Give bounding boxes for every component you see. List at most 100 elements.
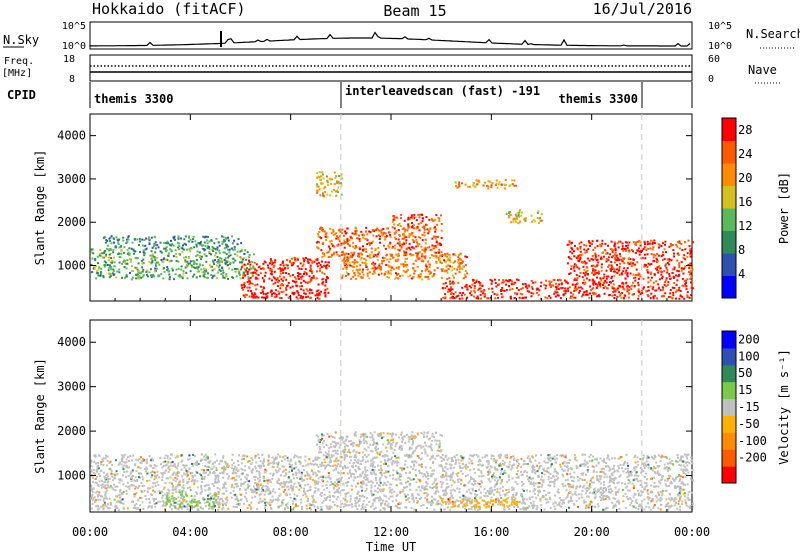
heatmap-cell [598,273,600,275]
heatmap-cell [578,287,580,289]
heatmap-cell [652,260,654,262]
heatmap-cell [652,288,654,290]
heatmap-cell [353,266,355,268]
heatmap-cell [347,264,349,266]
heatmap-cell [263,464,265,466]
heatmap-cell [639,254,641,256]
heatmap-cell [189,250,191,252]
heatmap-cell [380,509,382,511]
heatmap-cell [508,280,510,282]
heatmap-cell [399,243,401,245]
heatmap-cell [255,277,257,279]
heatmap-cell [118,239,120,241]
heatmap-cell [407,276,409,278]
heatmap-cell [556,454,558,456]
heatmap-cell [217,479,219,481]
heatmap-cell [362,245,364,247]
heatmap-cell [565,290,567,292]
heatmap-cell [360,475,362,477]
heatmap-cell [471,284,473,286]
heatmap-cell [622,245,624,247]
heatmap-cell [319,179,321,181]
heatmap-cell [415,260,417,262]
heatmap-cell [343,506,345,508]
heatmap-cell [293,486,295,488]
heatmap-cell [365,466,367,468]
heatmap-cell [210,266,212,268]
heatmap-cell [687,472,689,474]
heatmap-cell [176,260,178,262]
heatmap-cell [321,509,323,511]
heatmap-cell [295,505,297,507]
heatmap-cell [398,239,400,241]
heatmap-cell [212,275,214,277]
heatmap-cell [645,473,647,475]
heatmap-cell [422,476,424,478]
heatmap-cell [329,241,331,243]
heatmap-cell [169,276,171,278]
heatmap-cell [644,257,646,259]
heatmap-cell [362,472,364,474]
heatmap-cell [595,465,597,467]
heatmap-cell [324,186,326,188]
heatmap-cell [384,274,386,276]
heatmap-cell [244,249,246,251]
heatmap-cell [251,261,253,263]
heatmap-cell [258,457,260,459]
heatmap-cell [243,272,245,274]
heatmap-cell [121,277,123,279]
heatmap-cell [591,243,593,245]
heatmap-cell [384,459,386,461]
heatmap-cell [685,502,687,504]
heatmap-cell [136,257,138,259]
heatmap-cell [689,278,691,280]
heatmap-cell [430,475,432,477]
heatmap-cell [364,469,366,471]
heatmap-cell [643,248,645,250]
heatmap-cell [684,466,686,468]
heatmap-cell [318,262,320,264]
heatmap-cell [279,287,281,289]
heatmap-cell [291,489,293,491]
heatmap-cell [148,271,150,273]
heatmap-cell [193,266,195,268]
heatmap-cell [338,487,340,489]
heatmap-cell [526,475,528,477]
heatmap-cell [444,253,446,255]
heatmap-cell [129,272,131,274]
cpid-row: CPID themis 3300 interleavedscan (fast) … [7,82,692,108]
heatmap-cell [126,461,128,463]
heatmap-cell [318,231,320,233]
heatmap-cell [638,247,640,249]
heatmap-cell [317,294,319,296]
heatmap-cell [688,499,690,501]
heatmap-cell [408,226,410,228]
heatmap-cell [355,234,357,236]
heatmap-cell [680,295,682,297]
heatmap-cell [652,286,654,288]
heatmap-cell [98,266,100,268]
heatmap-cell [557,504,559,506]
heatmap-cell [660,267,662,269]
heatmap-cell [556,458,558,460]
heatmap-cell [325,296,327,298]
heatmap-cell [362,503,364,505]
heatmap-cell [178,248,180,250]
heatmap-cell [643,498,645,500]
heatmap-cell [193,246,195,248]
heatmap-cell [522,297,524,299]
heatmap-cell [487,180,489,182]
heatmap-cell [403,237,405,239]
heatmap-cell [265,272,267,274]
heatmap-cell [521,493,523,495]
heatmap-cell [97,274,99,276]
heatmap-cell [652,296,654,298]
heatmap-cell [95,492,97,494]
nsky-line [90,33,690,48]
heatmap-cell [424,497,426,499]
heatmap-cell [387,245,389,247]
heatmap-cell [540,504,542,506]
heatmap-cell [384,257,386,259]
heatmap-cell [457,261,459,263]
heatmap-cell [665,498,667,500]
